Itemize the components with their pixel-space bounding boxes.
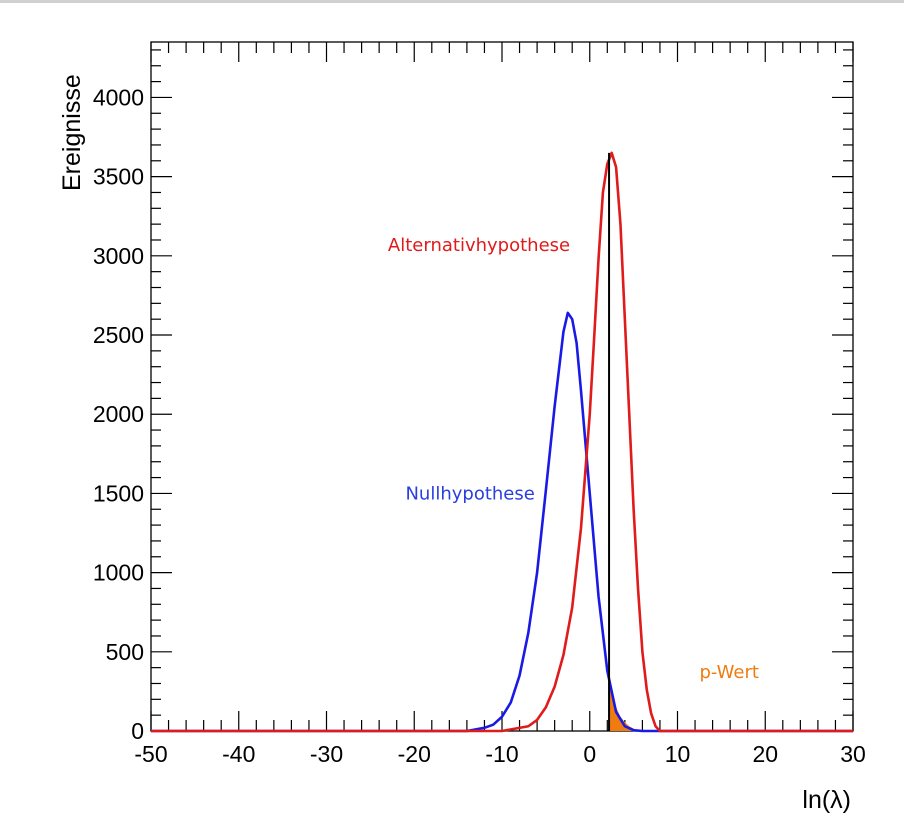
y-tick-label: 3500 <box>93 164 144 190</box>
series-line-alternativhypothese <box>151 151 853 733</box>
y-axis-label: Ereignisse <box>58 74 86 191</box>
x-tick-label: -30 <box>310 741 343 767</box>
plot-area: Alternativhypothese Nullhypothese p-Wert <box>151 151 853 733</box>
y-tick-label: 4000 <box>93 84 144 110</box>
y-tick-label: 500 <box>106 639 144 665</box>
x-tick-label: -10 <box>485 741 518 767</box>
y-tick-label: 2000 <box>93 401 144 427</box>
x-tick-label: 20 <box>752 741 778 767</box>
series-line-nullhypothese <box>151 311 853 733</box>
annotation-label: Alternativhypothese <box>388 235 570 256</box>
x-axis-label: ln(λ) <box>802 786 851 814</box>
annotation-label: Nullhypothese <box>405 484 534 505</box>
tick-labels: -50 -40 -30 -20 -10 0 10 20 30 0 500 1000 1500 2000 25… <box>93 84 866 767</box>
y-tick-label: 2500 <box>93 322 144 348</box>
y-tick-label: 1000 <box>93 560 144 586</box>
x-tick-label: -40 <box>222 741 255 767</box>
top-border <box>0 0 904 3</box>
annotation-label: p-Wert <box>699 662 758 683</box>
y-tick-label: 1500 <box>93 480 144 506</box>
p-value-area <box>609 683 647 731</box>
x-tick-label: 30 <box>840 741 866 767</box>
x-tick-label: -50 <box>134 741 167 767</box>
plot-frame <box>150 41 854 732</box>
x-tick-label: -20 <box>398 741 431 767</box>
x-tick-label: 0 <box>583 741 596 767</box>
x-tick-label: 10 <box>665 741 691 767</box>
y-tick-label: 0 <box>131 718 144 744</box>
y-tick-label: 3000 <box>93 243 144 269</box>
axis-ticks <box>150 41 854 732</box>
